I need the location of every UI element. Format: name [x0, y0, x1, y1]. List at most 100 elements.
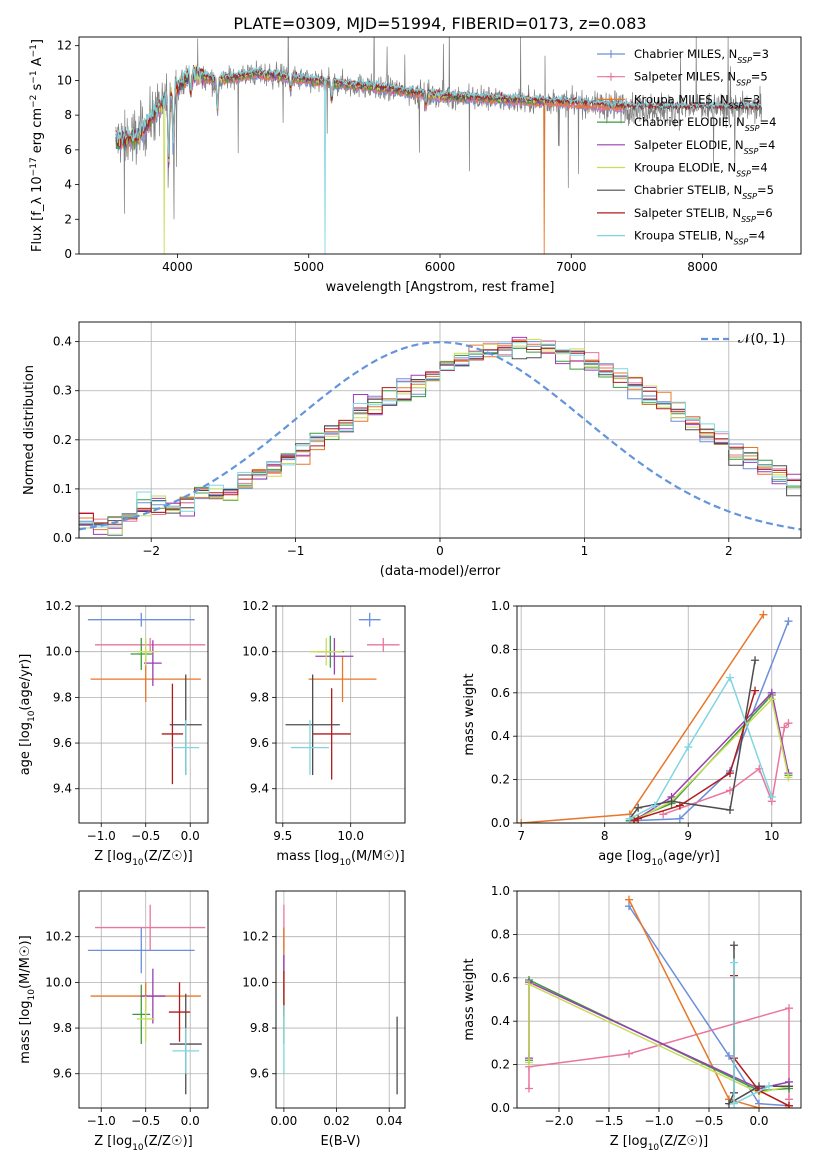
plot-area-age_vs_Z: [87, 612, 206, 785]
y-tick-label: 0.6: [491, 686, 510, 700]
legend-label-text: Chabrier MILES, N: [634, 47, 737, 61]
label-part: 10: [27, 710, 37, 722]
weight-marker: [634, 803, 643, 812]
x-axis-label: (data-model)/error: [380, 564, 501, 579]
y-tick-label: 9.6: [250, 736, 269, 750]
weight-marker: [525, 1058, 533, 1067]
legend-label-tail: =3: [752, 47, 769, 61]
weight-marker: [780, 723, 789, 732]
weight-marker: [726, 805, 734, 814]
x-tick-label: −1.5: [594, 1114, 623, 1128]
weight-marker: [517, 819, 526, 823]
weight-marker: [684, 743, 693, 752]
legend-label-tail: =4: [760, 115, 777, 129]
y-tick-label: 0.3: [53, 384, 72, 398]
x-tick-label: 9: [684, 829, 692, 843]
weight-marker: [785, 1004, 793, 1013]
weight-marker: [784, 617, 793, 626]
legend-label-sub: SSP: [737, 56, 752, 65]
weight-marker: [759, 610, 768, 619]
y-tick-label: 10.2: [45, 599, 72, 613]
legend-label-sub: SSP: [745, 124, 760, 133]
axes-spectrum: 4000 5000 6000 7000 8000 0 2 4 6 8 10 12 wavelength …: [29, 36, 802, 295]
label-part: −1: [29, 70, 39, 83]
legend-label-tail: =4: [748, 229, 765, 243]
legend-label-text: Chabrier ELODIE, N: [634, 115, 745, 129]
axes-frame: [78, 605, 209, 824]
axes-residuals: −2 −1 0 1 2 0.0 0.1 0.2 0.3 0.4 (data-model)/error…: [22, 321, 802, 579]
label-part: age [: [598, 849, 631, 864]
legend-label-tail: =6: [756, 206, 773, 220]
y-tick-label: 10.0: [242, 975, 269, 989]
y-axis-label: mass weight: [462, 958, 477, 1040]
axes-frame: [516, 890, 802, 1109]
y-axis-label: Flux [f_λ 10−17 erg cm−2 s−1 A−1]: [29, 39, 45, 252]
y-tick-label: 0.8: [491, 642, 510, 656]
x-tick-label: 0.0: [181, 829, 200, 843]
label-part: (age/yr)]: [663, 849, 720, 864]
label-part: mass [: [276, 849, 319, 864]
x-tick-label: 8: [601, 829, 609, 843]
legend-label: Chabrier MILES, NSSP=3: [634, 47, 769, 65]
x-tick-label: −1.0: [644, 1114, 673, 1128]
x-axis-label: wavelength [Angstrom, rest frame]: [326, 280, 555, 295]
y-tick-label: 9.8: [53, 1021, 72, 1035]
x-tick-label: 0.00: [271, 1114, 298, 1128]
weight-line-salpeter-elodie: [633, 691, 790, 822]
axes-frame: [516, 605, 802, 824]
y-tick-label: 0.2: [53, 433, 72, 447]
weight-marker: [675, 814, 684, 823]
weight-marker: [659, 810, 668, 819]
label-part: log: [628, 1134, 648, 1149]
label-part: −1: [29, 44, 39, 57]
plot-area-weight_vs_age: [517, 610, 793, 823]
x-tick-label: −0.5: [131, 829, 160, 843]
label-part: 10: [132, 858, 144, 868]
label-part: (Z/: [659, 1134, 678, 1149]
label-part: 10: [651, 858, 663, 868]
label-part: Normed distribution: [22, 365, 37, 495]
legend-label-tail: =5: [757, 183, 774, 197]
x-tick-label: 9.5: [273, 829, 292, 843]
label-part: wavelength [Angstrom, rest frame]: [326, 280, 555, 295]
legend-label-sub: SSP: [736, 169, 751, 178]
x-tick-label: 2: [725, 544, 733, 558]
y-tick-label: 1.0: [491, 884, 510, 898]
x-tick-label: −2.0: [544, 1114, 573, 1128]
x-tick-label: 10.0: [337, 829, 364, 843]
legend-label-text: Kroupa MILES, N: [634, 92, 729, 106]
figure-title: PLATE=0309, MJD=51994, FIBERID=0173, z=0…: [233, 14, 646, 33]
weight-marker: [755, 1104, 763, 1108]
label-part: 10: [340, 858, 352, 868]
x-axis-label: Z [log10(Z/Z☉)]: [94, 849, 192, 868]
weight-marker: [784, 719, 793, 728]
weight-marker: [767, 695, 776, 704]
spectrum-model-kroupa-stelib: [115, 65, 762, 254]
normal-curve: [79, 341, 801, 531]
label-part: −17: [29, 157, 39, 176]
legend-label-text: Salpeter STELIB, N: [634, 206, 741, 220]
weight-marker: [525, 1084, 533, 1093]
x-tick-label: 0.0: [749, 1114, 768, 1128]
y-tick-label: 1.0: [491, 599, 510, 613]
y-tick-label: 4: [64, 178, 72, 192]
histogram-kroupa-stelib: [79, 342, 801, 538]
legend-label-text: Salpeter MILES, N: [634, 70, 736, 84]
legend-label-sub: SSP: [744, 146, 759, 155]
label-part: M☉: [372, 849, 395, 864]
y-tick-label: 9.8: [250, 690, 269, 704]
legend-label-sub: SSP: [742, 192, 757, 201]
x-tick-label: −1.0: [87, 829, 116, 843]
y-tick-label: 10.2: [242, 599, 269, 613]
label-part: (age/yr)]: [18, 654, 33, 711]
legend-label: Salpeter MILES, NSSP=5: [634, 70, 768, 88]
legend-label-text: Kroupa STELIB, N: [634, 229, 734, 243]
label-part: log: [112, 849, 132, 864]
y-tick-label: 9.6: [53, 736, 72, 750]
weight-marker: [785, 1082, 793, 1091]
legend-label-text: Kroupa ELODIE, N: [634, 161, 736, 175]
legend-label: Kroupa ELODIE, NSSP=4: [634, 161, 768, 179]
y-tick-label: 0.4: [491, 1014, 510, 1028]
weight-marker: [625, 1049, 633, 1058]
